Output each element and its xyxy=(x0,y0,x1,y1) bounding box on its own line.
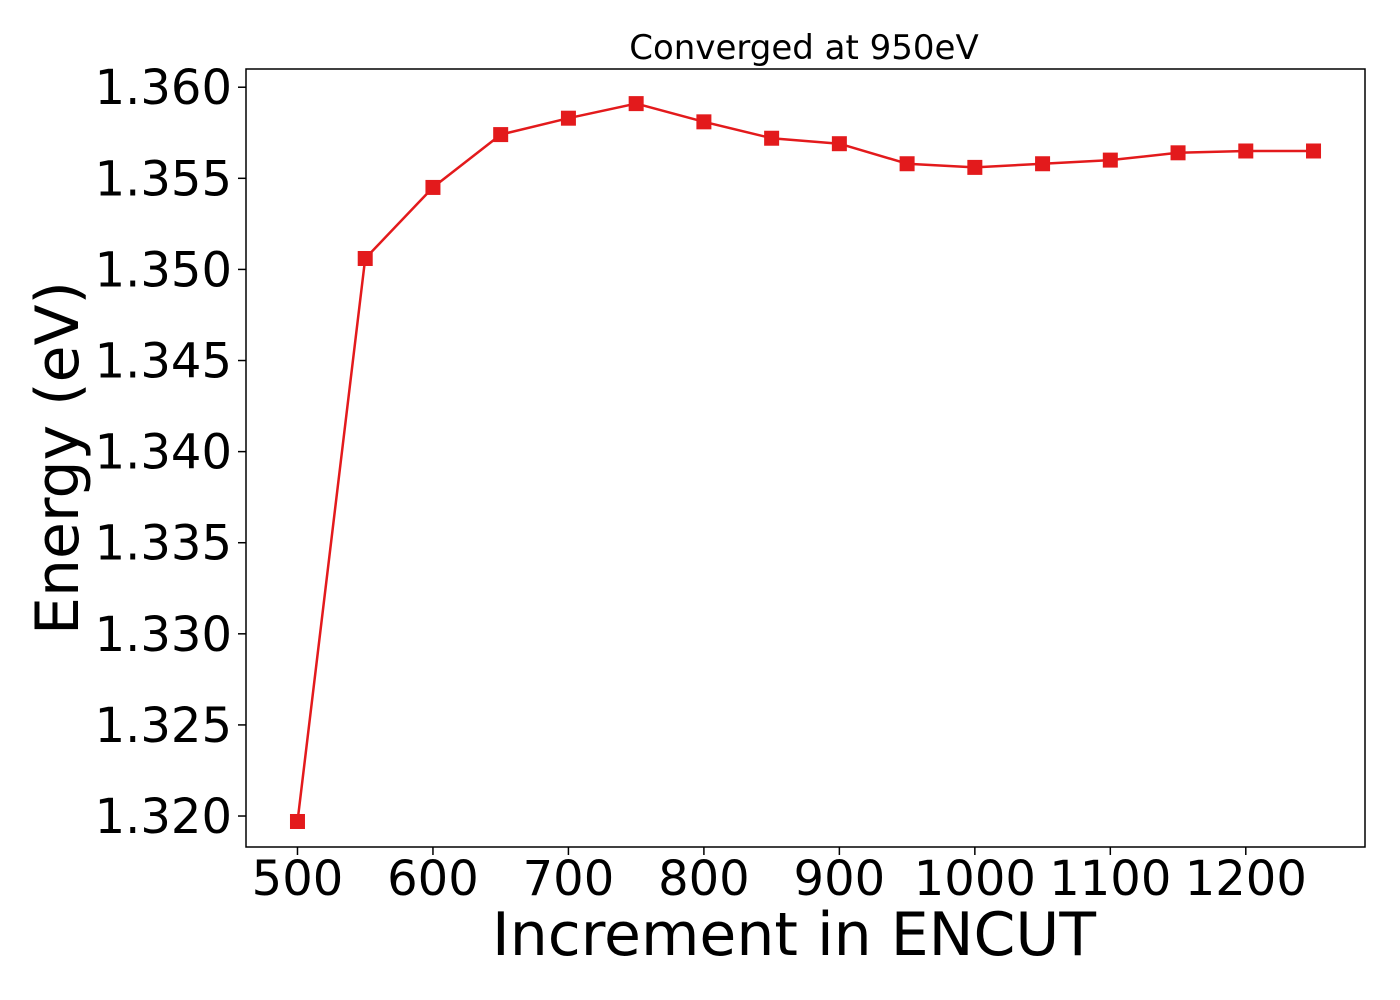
data-point-marker xyxy=(628,96,644,112)
data-point-marker xyxy=(764,130,780,146)
series-line xyxy=(296,102,1314,822)
y-tick-label: 1.355 xyxy=(95,151,232,207)
y-tick-label: 1.340 xyxy=(95,425,232,481)
data-point-marker xyxy=(967,159,983,175)
y-tick-label: 1.330 xyxy=(95,607,232,663)
data-point-marker xyxy=(1170,145,1186,161)
y-tick-label: 1.345 xyxy=(95,334,232,390)
data-point-marker xyxy=(899,156,915,172)
x-tick-label: 1000 xyxy=(914,851,1036,907)
data-point-marker xyxy=(1306,143,1322,159)
data-point-marker xyxy=(560,110,576,126)
y-axis: 1.320 1.325 1.330 1.335 1.340 1.345 1.350 1.355… xyxy=(95,60,246,845)
x-tick-label: 800 xyxy=(658,851,750,907)
data-point-marker xyxy=(1238,143,1254,159)
data-point-marker xyxy=(1035,156,1051,172)
data-point-marker xyxy=(425,179,441,195)
x-tick-label: 500 xyxy=(252,851,344,907)
y-tick-label: 1.335 xyxy=(95,516,232,572)
data-point-marker xyxy=(831,136,847,152)
data-point-marker xyxy=(289,813,305,829)
plot-frame xyxy=(245,68,1366,848)
data-point-marker xyxy=(357,250,373,266)
y-tick-label: 1.325 xyxy=(95,698,232,754)
y-tick-label: 1.320 xyxy=(95,789,232,845)
x-tick-label: 1200 xyxy=(1185,851,1307,907)
data-point-marker xyxy=(1102,152,1118,168)
x-axis-label: Increment in ENCUT xyxy=(492,900,1096,970)
x-tick-label: 900 xyxy=(794,851,886,907)
data-point-marker xyxy=(696,114,712,130)
plot-series xyxy=(289,96,1322,829)
x-axis: 500 600 700 800 900 1000 1100 1200 xyxy=(252,847,1307,907)
x-tick-label: 600 xyxy=(387,851,479,907)
y-tick-label: 1.360 xyxy=(95,60,232,116)
data-point-marker xyxy=(493,127,509,143)
x-tick-label: 700 xyxy=(523,851,615,907)
chart-title: Converged at 950eV xyxy=(629,28,978,68)
x-tick-label: 1100 xyxy=(1049,851,1171,907)
y-tick-label: 1.350 xyxy=(95,242,232,298)
y-axis-label: Energy (eV) xyxy=(23,281,93,635)
